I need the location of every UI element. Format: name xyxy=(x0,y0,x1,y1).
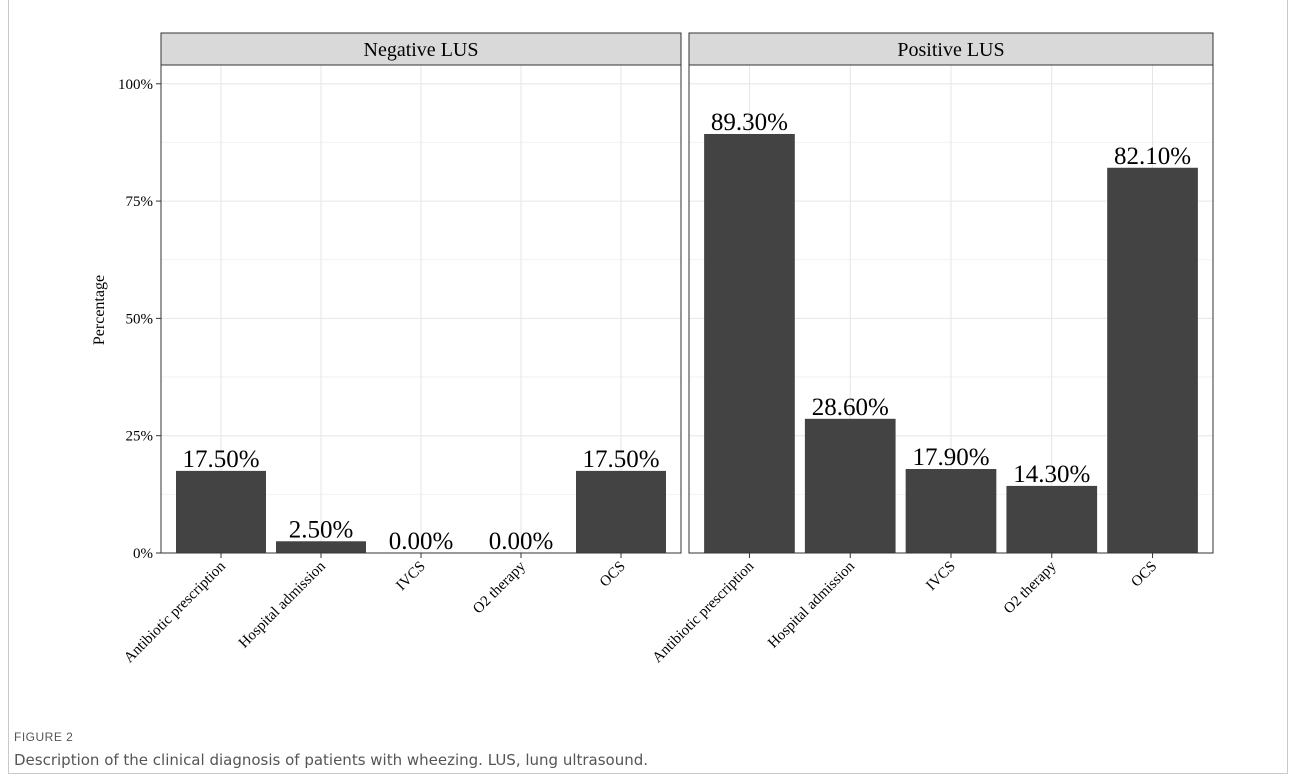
bar-value-label: 17.50% xyxy=(182,446,259,473)
x-tick-label: OCS xyxy=(1128,559,1160,591)
bar-value-label: 14.30% xyxy=(1013,461,1090,488)
x-tick-label: IVCS xyxy=(393,559,428,594)
bar-value-label: 0.00% xyxy=(489,528,554,555)
x-tick-label: Antibiotic prescription xyxy=(121,558,229,666)
y-tick-label: 0% xyxy=(133,546,153,562)
faceted-bar-chart: Percentage 0% 25% 50% 75% 100% Negative LUS 1… xyxy=(91,32,1214,666)
x-tick-label: Hospital admission xyxy=(236,558,329,651)
bar-value-label: 0.00% xyxy=(389,528,454,555)
x-tick-label: Hospital admission xyxy=(765,558,858,651)
figure-caption: Description of the clinical diagnosis of… xyxy=(14,751,649,769)
y-tick-label: 50% xyxy=(126,311,154,327)
bar-value-label: 17.50% xyxy=(582,446,659,473)
bar xyxy=(576,470,666,553)
facet-strip-label: Negative LUS xyxy=(364,39,479,61)
bar-value-label: 2.50% xyxy=(289,516,354,543)
chart-panels: Negative LUS 17.50% 2.50% 0.00% 0.00% 17.50% A… xyxy=(121,32,1214,666)
bar xyxy=(276,541,366,553)
panel-negative-lus: Negative LUS 17.50% 2.50% 0.00% 0.00% 17.50% A… xyxy=(121,32,682,666)
y-tick-label: 75% xyxy=(126,194,154,210)
bar-value-label: 89.30% xyxy=(711,109,788,136)
x-tick-label: O2 therapy xyxy=(470,558,529,617)
bar xyxy=(1107,167,1198,553)
x-tick-label: IVCS xyxy=(923,559,958,594)
bar xyxy=(905,469,997,553)
y-tick-label: 100% xyxy=(118,77,153,93)
bar-value-label: 82.10% xyxy=(1114,143,1191,170)
figure-label: FIGURE 2 xyxy=(14,730,74,744)
bar xyxy=(804,418,896,553)
y-axis-label: Percentage xyxy=(91,275,108,345)
x-tick-label: OCS xyxy=(597,559,629,591)
y-axis: 0% 25% 50% 75% 100% xyxy=(118,77,161,562)
x-tick-label: O2 therapy xyxy=(1001,558,1060,617)
panel-positive-lus: Positive LUS 89.30% 28.60% 17.90% 14.30% 82.1… xyxy=(650,32,1214,666)
bar xyxy=(1006,485,1098,553)
facet-strip xyxy=(688,32,1214,66)
figure-frame xyxy=(8,0,1288,774)
x-tick-label: Antibiotic prescription xyxy=(650,558,758,666)
y-tick-label: 25% xyxy=(126,429,154,445)
bar-value-label: 17.90% xyxy=(912,444,989,471)
facet-strip-label: Positive LUS xyxy=(897,39,1004,61)
bar xyxy=(704,133,795,553)
bar xyxy=(176,470,266,553)
bar-value-label: 28.60% xyxy=(812,394,889,421)
